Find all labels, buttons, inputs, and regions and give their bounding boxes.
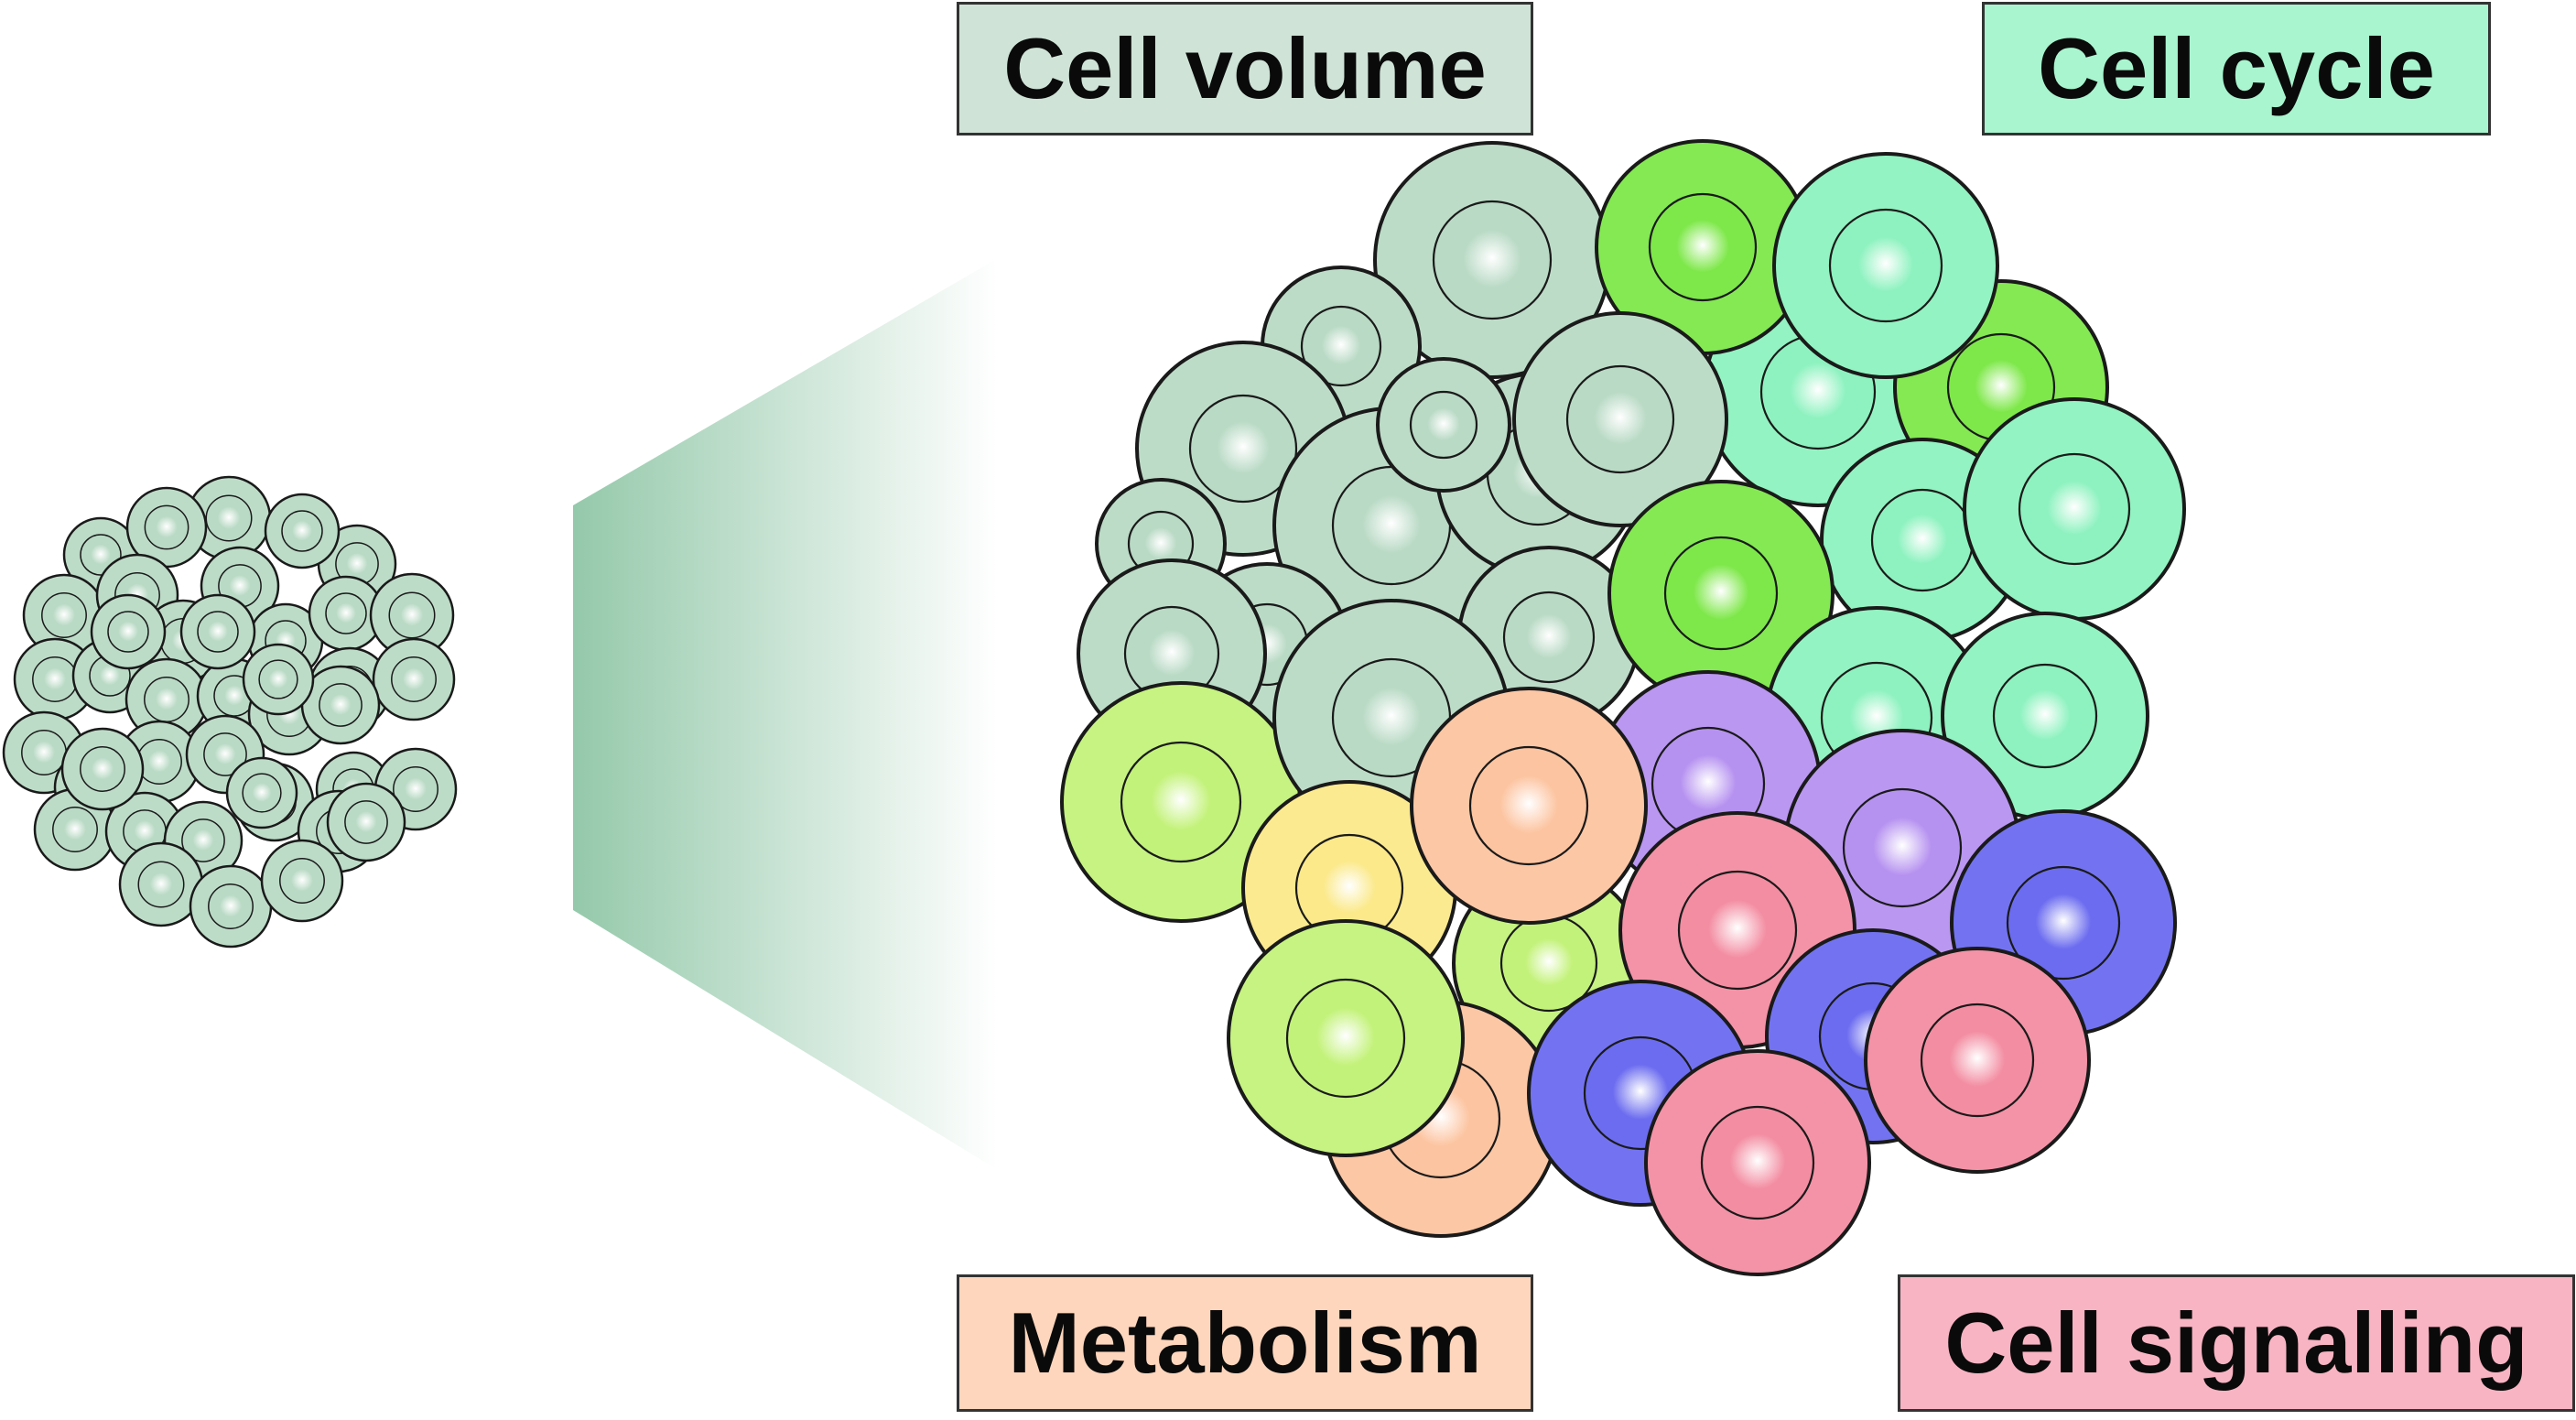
cell — [118, 841, 204, 927]
cell — [125, 486, 208, 569]
cell-nucleus — [242, 773, 282, 813]
homogeneous-cell-cluster — [2, 475, 458, 948]
cell — [1772, 152, 1999, 379]
cell-nucleus — [325, 592, 367, 634]
cell-nucleus — [136, 739, 182, 785]
cell-nucleus — [344, 800, 388, 844]
cell — [1644, 1049, 1871, 1276]
cell-nucleus — [1432, 200, 1553, 320]
cell — [60, 727, 145, 811]
cell-nucleus — [1648, 192, 1758, 302]
cell — [1963, 397, 2186, 621]
cell-nucleus — [319, 683, 363, 727]
cell — [1607, 480, 1835, 707]
cell — [189, 864, 273, 948]
cell-nucleus — [1565, 364, 1675, 474]
cell-nucleus — [1677, 870, 1798, 991]
cell — [1595, 139, 1811, 355]
cell-nucleus — [1188, 394, 1298, 504]
cell — [260, 839, 344, 923]
cell-nucleus — [1409, 390, 1478, 460]
cell-nucleus — [107, 611, 149, 653]
cell-nucleus — [279, 858, 325, 904]
cell — [300, 665, 381, 745]
cell — [22, 573, 106, 657]
cell-nucleus — [52, 807, 98, 852]
cell-nucleus — [1285, 978, 1406, 1099]
cell — [1941, 612, 2149, 820]
cell-nucleus — [1502, 591, 1596, 684]
zoom-wedge — [573, 258, 998, 1170]
cell — [1373, 141, 1611, 379]
cell-nucleus — [41, 592, 87, 638]
cell-nucleus — [1842, 787, 1963, 908]
cell-volume-label: Cell volume — [957, 2, 1533, 135]
cell-nucleus — [144, 504, 189, 550]
cell — [90, 593, 167, 670]
cell — [1410, 687, 1648, 925]
cell — [1227, 919, 1465, 1157]
cell-nucleus — [208, 883, 254, 929]
metabolism-label: Metabolism — [957, 1274, 1533, 1412]
cell — [1060, 681, 1302, 923]
cell-nucleus — [205, 494, 253, 542]
cell-nucleus — [258, 659, 298, 699]
cell-nucleus — [1992, 663, 2098, 769]
cell-nucleus — [32, 656, 78, 702]
cell — [369, 572, 455, 658]
cell-nucleus — [2006, 865, 2121, 981]
cell-nucleus — [197, 611, 239, 653]
cell — [264, 493, 341, 569]
cell-nucleus — [281, 510, 323, 552]
cell — [186, 475, 272, 561]
cell-nucleus — [391, 656, 437, 702]
cell-nucleus — [80, 746, 125, 792]
cell-nucleus — [144, 677, 189, 722]
cell-nucleus — [181, 818, 225, 862]
cell — [1512, 311, 1728, 527]
cell — [1864, 947, 2091, 1174]
cell-nucleus — [1828, 208, 1943, 323]
heterogeneous-cell-cluster — [1060, 139, 2186, 1276]
cell — [1376, 357, 1511, 493]
cell-nucleus — [1700, 1105, 1815, 1220]
cell-signalling-label: Cell signalling — [1898, 1274, 2575, 1412]
cell — [225, 756, 298, 829]
cell — [372, 637, 456, 721]
cell-nucleus — [393, 766, 438, 812]
cell-nucleus — [1120, 741, 1242, 863]
cell-nucleus — [1300, 305, 1382, 387]
cell — [242, 643, 315, 716]
cell-nucleus — [388, 591, 436, 639]
cell — [179, 593, 256, 670]
cell-nucleus — [203, 732, 247, 776]
cell — [326, 782, 406, 862]
cell-nucleus — [137, 861, 185, 908]
cell-nucleus — [1870, 488, 1975, 592]
cell-nucleus — [2018, 452, 2131, 566]
cell-nucleus — [1468, 745, 1589, 866]
cell — [13, 637, 97, 721]
cell-nucleus — [1663, 536, 1779, 651]
cell-cycle-label: Cell cycle — [1982, 2, 2491, 135]
cell-nucleus — [1920, 1003, 2035, 1118]
